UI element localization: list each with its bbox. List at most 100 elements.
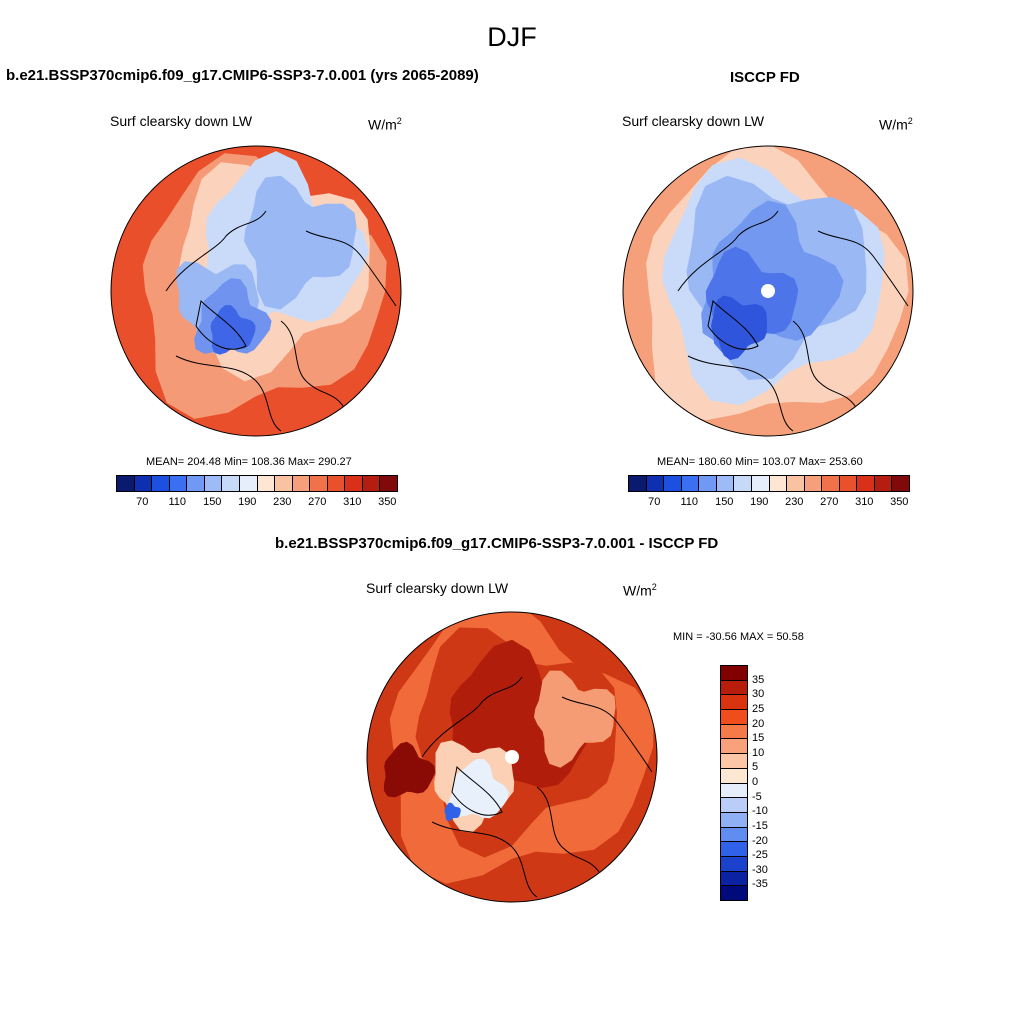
colorbar-swatch	[721, 710, 747, 725]
diff-units-label: W/m2	[623, 582, 657, 599]
colorbar-swatch	[721, 856, 747, 872]
colorbar-swatch	[721, 827, 747, 843]
map-boundary	[622, 145, 914, 437]
colorbar-swatch	[222, 476, 240, 491]
colorbar-tick-label: 350	[378, 496, 397, 508]
colorbar-swatch	[804, 476, 823, 491]
colorbar-swatch	[721, 680, 747, 696]
colorbar-swatch	[751, 476, 770, 491]
colorbar-tick-label: 350	[890, 496, 909, 508]
colorbar-swatch	[681, 476, 700, 491]
colorbar-tick-label: 0	[752, 776, 759, 788]
colorbar-tick-label: 270	[820, 496, 839, 508]
colorbar-tick-label: 230	[273, 496, 292, 508]
coastline	[707, 299, 759, 350]
map-boundary	[110, 145, 402, 437]
colorbar-tick-label: 15	[752, 732, 765, 745]
colorbar-swatch	[721, 695, 747, 711]
colorbar-swatch	[117, 476, 135, 491]
colorbar-swatch	[187, 476, 205, 491]
contour-region	[244, 175, 357, 310]
model-stats-label: MEAN= 204.48 Min= 108.36 Max= 290.27	[146, 456, 352, 468]
colorbar-swatch	[721, 842, 747, 857]
colorbar-swatch	[257, 476, 276, 491]
colorbar-tick-label: 150	[203, 496, 222, 508]
colorbar-tick-label: 70	[648, 496, 661, 508]
colorbar-tick-label: -10	[752, 805, 768, 818]
diff-variable-label: Surf clearsky down LW	[366, 580, 509, 596]
coastline	[421, 676, 523, 758]
model-polar-map	[110, 145, 402, 437]
colorbar-tick-label: -30	[752, 863, 768, 876]
colorbar-tick-label: 20	[752, 717, 765, 730]
colorbar-swatch	[721, 724, 747, 740]
colorbar-swatch	[327, 476, 346, 491]
colorbar-tick-label: 310	[343, 496, 362, 508]
obs-colorbar	[628, 475, 910, 492]
colorbar-swatch	[874, 476, 893, 491]
coastline	[165, 210, 267, 292]
model-colorbar-ticks: 70 110 150 190 230 270 310 350	[116, 496, 396, 510]
colorbar-swatch	[721, 812, 747, 828]
colorbar-swatch	[721, 871, 747, 887]
obs-colorbar-ticks: 70 110 150 190 230 270 310 350	[628, 496, 908, 510]
coastline	[677, 210, 779, 292]
diff-panel-title: b.e21.BSSP370cmip6.f09_g17.CMIP6-SSP3-7.…	[275, 535, 719, 552]
colorbar-swatch	[152, 476, 170, 491]
coastline	[280, 320, 347, 412]
colorbar-tick-label: 190	[238, 496, 257, 508]
colorbar-swatch	[292, 476, 311, 491]
colorbar-swatch	[134, 476, 153, 491]
colorbar-tick-label: 10	[752, 746, 765, 759]
map-boundary	[366, 611, 658, 903]
colorbar-swatch	[380, 476, 397, 491]
contour-region	[447, 758, 509, 819]
coastline	[195, 299, 247, 350]
colorbar-swatch	[345, 476, 363, 491]
colorbar-tick-label: -35	[752, 878, 768, 891]
colorbar-swatch	[646, 476, 665, 491]
colorbar-tick-label: 270	[308, 496, 327, 508]
coastline	[561, 696, 653, 773]
colorbar-swatch	[721, 768, 747, 784]
obs-variable-label: Surf clearsky down LW	[622, 113, 765, 129]
model-panel-title: b.e21.BSSP370cmip6.f09_g17.CMIP6-SSP3-7.…	[6, 67, 479, 84]
colorbar-swatch	[699, 476, 717, 491]
obs-polar-map	[622, 145, 914, 437]
contour-region	[534, 670, 616, 768]
colorbar-swatch	[721, 798, 747, 813]
difference-polar-map	[366, 611, 658, 903]
colorbar-swatch	[169, 476, 188, 491]
colorbar-tick-label: 5	[752, 761, 759, 774]
colorbar-swatch	[239, 476, 258, 491]
colorbar-swatch	[362, 476, 381, 491]
colorbar-tick-label: 110	[168, 496, 187, 508]
coastline	[175, 355, 282, 432]
contour-region	[444, 802, 461, 821]
coastline	[792, 320, 859, 412]
colorbar-swatch	[204, 476, 223, 491]
colorbar-swatch	[721, 886, 747, 900]
colorbar-swatch	[310, 476, 328, 491]
contour-region	[383, 741, 436, 798]
obs-stats-label: MEAN= 180.60 Min= 103.07 Max= 253.60	[657, 456, 863, 468]
figure-title: DJF	[487, 22, 537, 52]
colorbar-tick-label: 70	[136, 496, 149, 508]
colorbar-swatch	[857, 476, 875, 491]
colorbar-tick-label: 110	[680, 496, 699, 508]
colorbar-tick-label: 35	[752, 673, 765, 686]
diff-stats-label: MIN = -30.56 MAX = 50.58	[673, 631, 804, 643]
difference-colorbar	[720, 665, 748, 901]
colorbar-swatch	[721, 783, 747, 799]
pole-hole	[761, 284, 775, 298]
colorbar-tick-label: -20	[752, 834, 768, 847]
colorbar-tick-label: 190	[750, 496, 769, 508]
coastline	[687, 355, 794, 432]
colorbar-tick-label: 25	[752, 702, 765, 715]
colorbar-tick-label: 310	[855, 496, 874, 508]
colorbar-tick-label: -25	[752, 849, 768, 862]
colorbar-swatch	[716, 476, 735, 491]
model-units-label: W/m2	[368, 116, 402, 133]
colorbar-swatch	[721, 739, 747, 755]
coastline	[305, 230, 397, 307]
